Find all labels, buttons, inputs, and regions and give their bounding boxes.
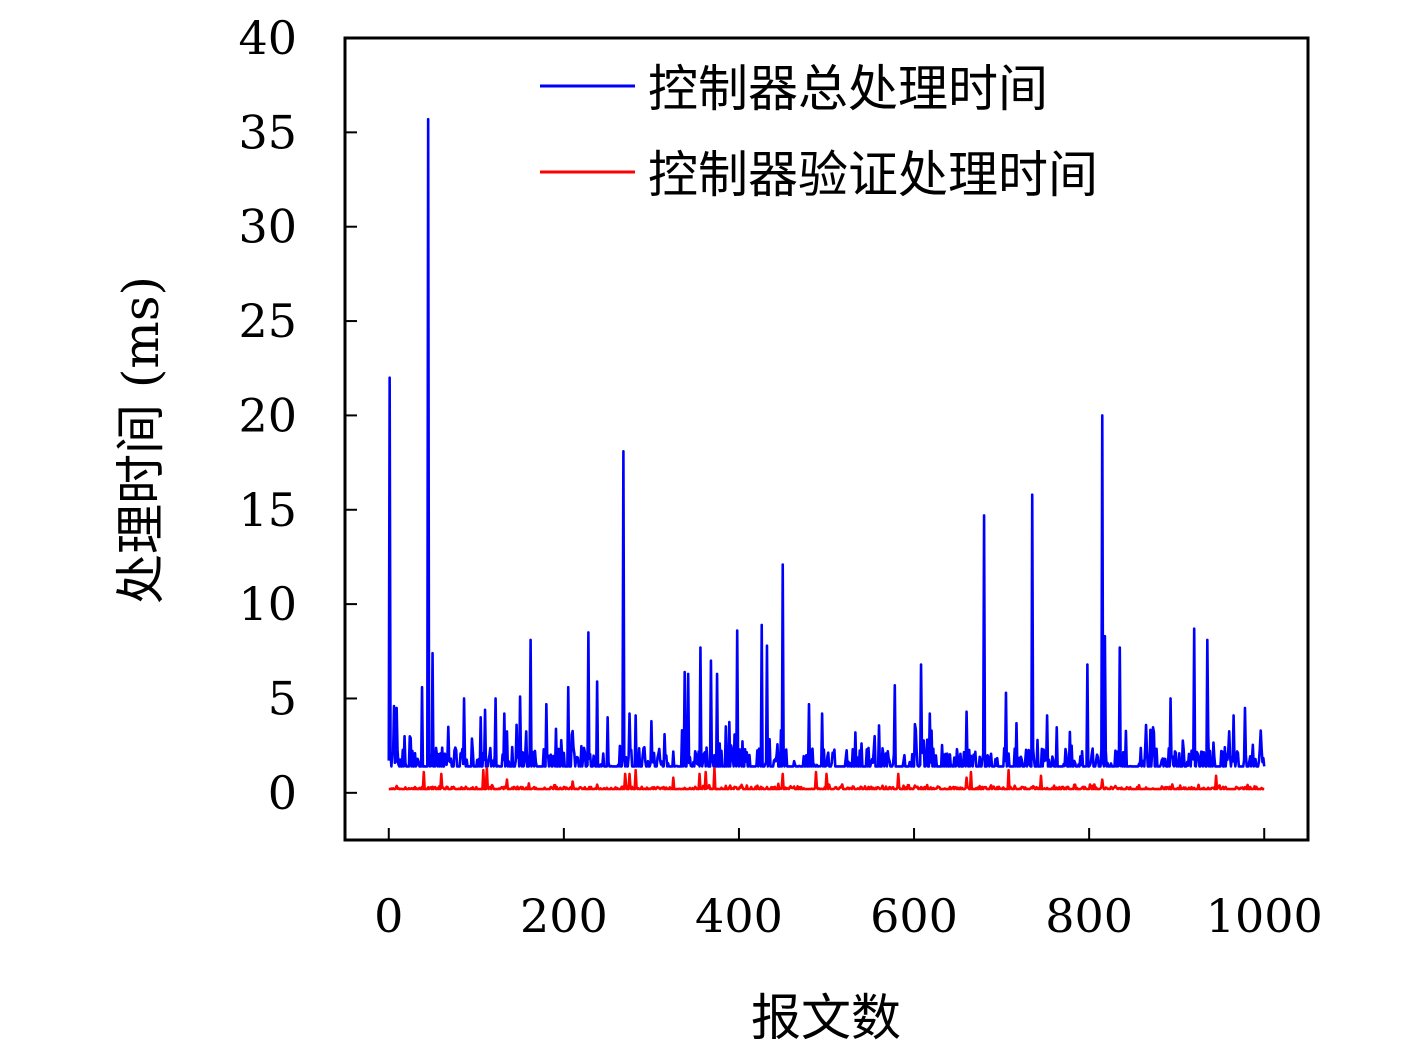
x-tick-label: 400 (695, 889, 783, 943)
y-tick-label: 5 (268, 671, 297, 725)
y-tick-label: 20 (238, 388, 297, 442)
ticks-layer: 0 200 400 600 800 1000 0 5 10 15 20 25 30 35 40 (238, 11, 1322, 943)
y-axis-title: 处理时间 (ms) (112, 276, 170, 604)
x-tick-label: 0 (374, 889, 403, 943)
series-line-total (387, 117, 1266, 768)
y-tick-label: 10 (238, 577, 297, 631)
series-layer (387, 117, 1266, 791)
legend-label-total: 控制器总处理时间 (648, 60, 1048, 118)
legend-label-verify: 控制器验证处理时间 (648, 146, 1098, 204)
y-tick-label: 40 (238, 11, 297, 65)
y-tick-label: 25 (238, 294, 297, 348)
y-tick-label: 35 (238, 105, 297, 159)
y-tick-label: 30 (238, 200, 297, 254)
y-tick-label: 15 (238, 483, 297, 537)
plot-frame (343, 36, 1310, 842)
x-axis-title: 报文数 (751, 989, 901, 1047)
x-tick-label: 800 (1045, 889, 1133, 943)
legend: 控制器总处理时间 控制器验证处理时间 (540, 60, 1098, 204)
x-tick-label: 200 (520, 889, 608, 943)
x-tick-label: 1000 (1206, 889, 1323, 943)
x-tick-label: 600 (870, 889, 958, 943)
y-tick-label: 0 (268, 766, 297, 820)
series-line-verify (388, 766, 1265, 791)
